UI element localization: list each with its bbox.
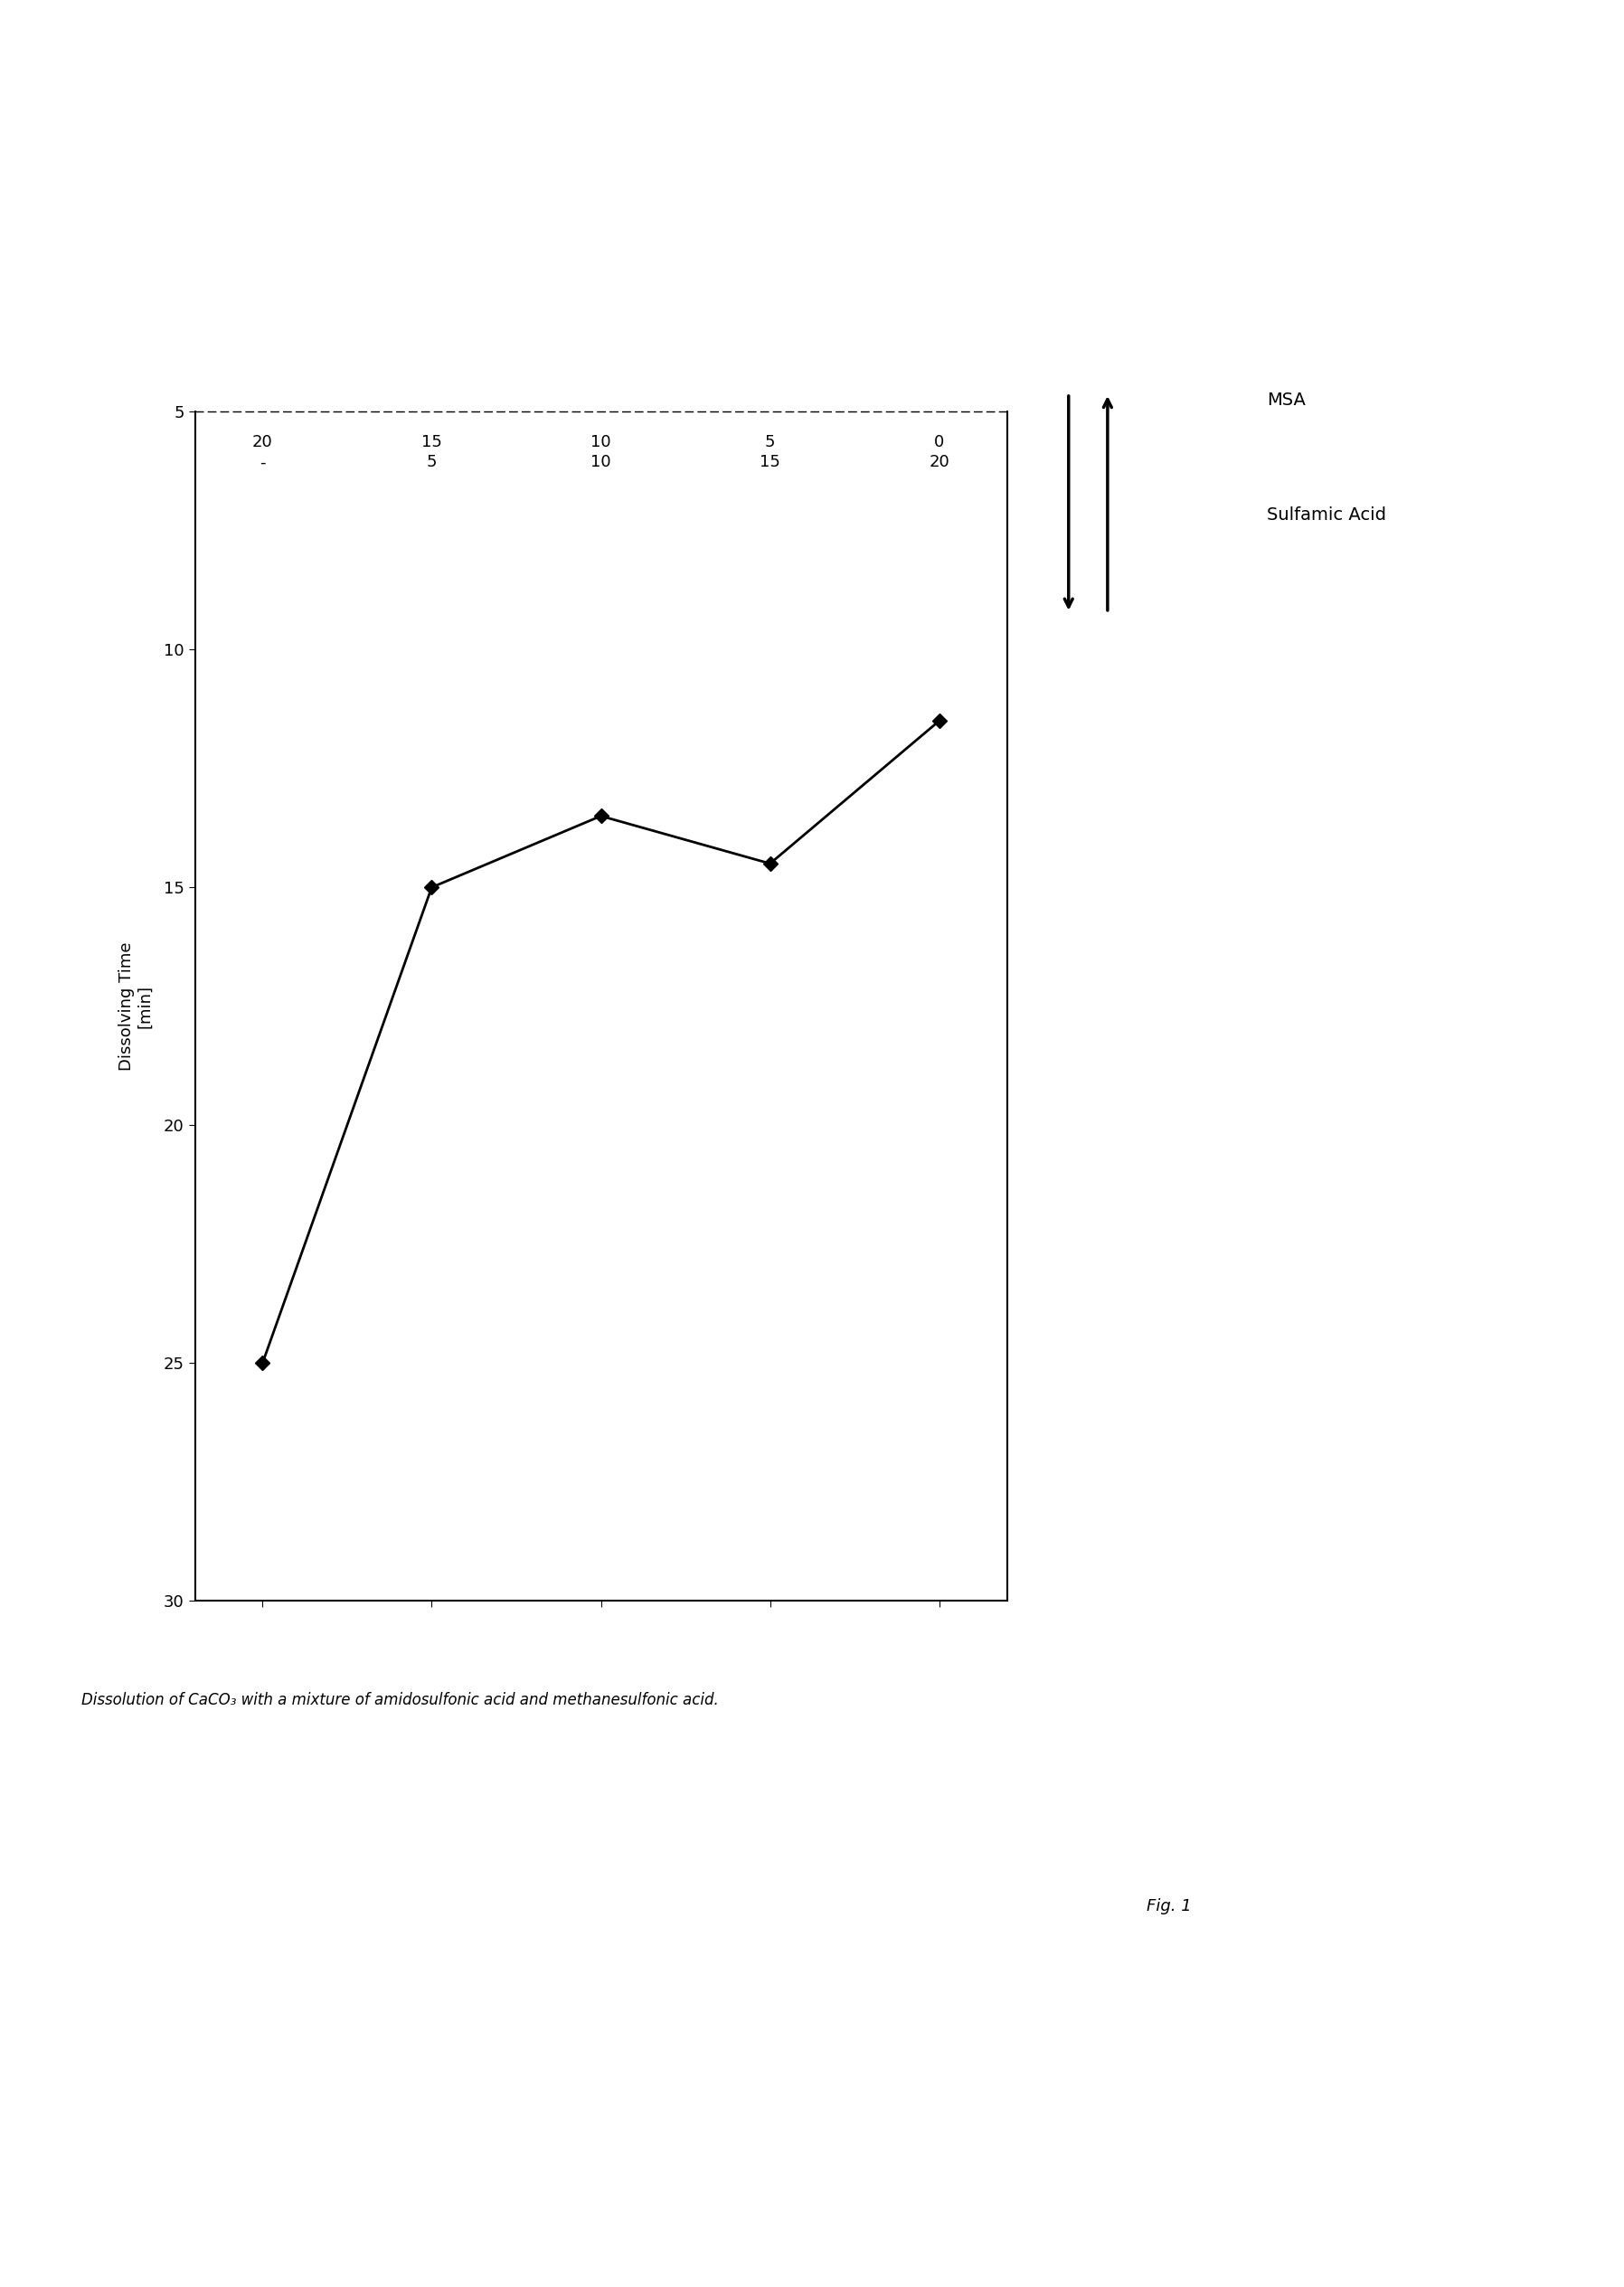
- Y-axis label: Dissolving Time
[min]: Dissolving Time [min]: [119, 942, 153, 1070]
- Text: 5: 5: [427, 455, 437, 471]
- Text: 20: 20: [929, 455, 950, 471]
- Text: 0: 0: [934, 435, 944, 451]
- Text: 10: 10: [591, 435, 611, 451]
- Text: Fig. 1: Fig. 1: [1147, 1898, 1192, 1914]
- Text: Dissolution of CaCO₃ with a mixture of amidosulfonic acid and methanesulfonic ac: Dissolution of CaCO₃ with a mixture of a…: [81, 1692, 718, 1708]
- Text: MSA: MSA: [1267, 391, 1306, 409]
- Text: 5: 5: [765, 435, 775, 451]
- Text: 15: 15: [421, 435, 442, 451]
- Text: Sulfamic Acid: Sulfamic Acid: [1267, 505, 1385, 524]
- Text: 10: 10: [591, 455, 611, 471]
- Text: 15: 15: [760, 455, 781, 471]
- Text: 20: 20: [252, 435, 273, 451]
- Text: -: -: [260, 455, 265, 471]
